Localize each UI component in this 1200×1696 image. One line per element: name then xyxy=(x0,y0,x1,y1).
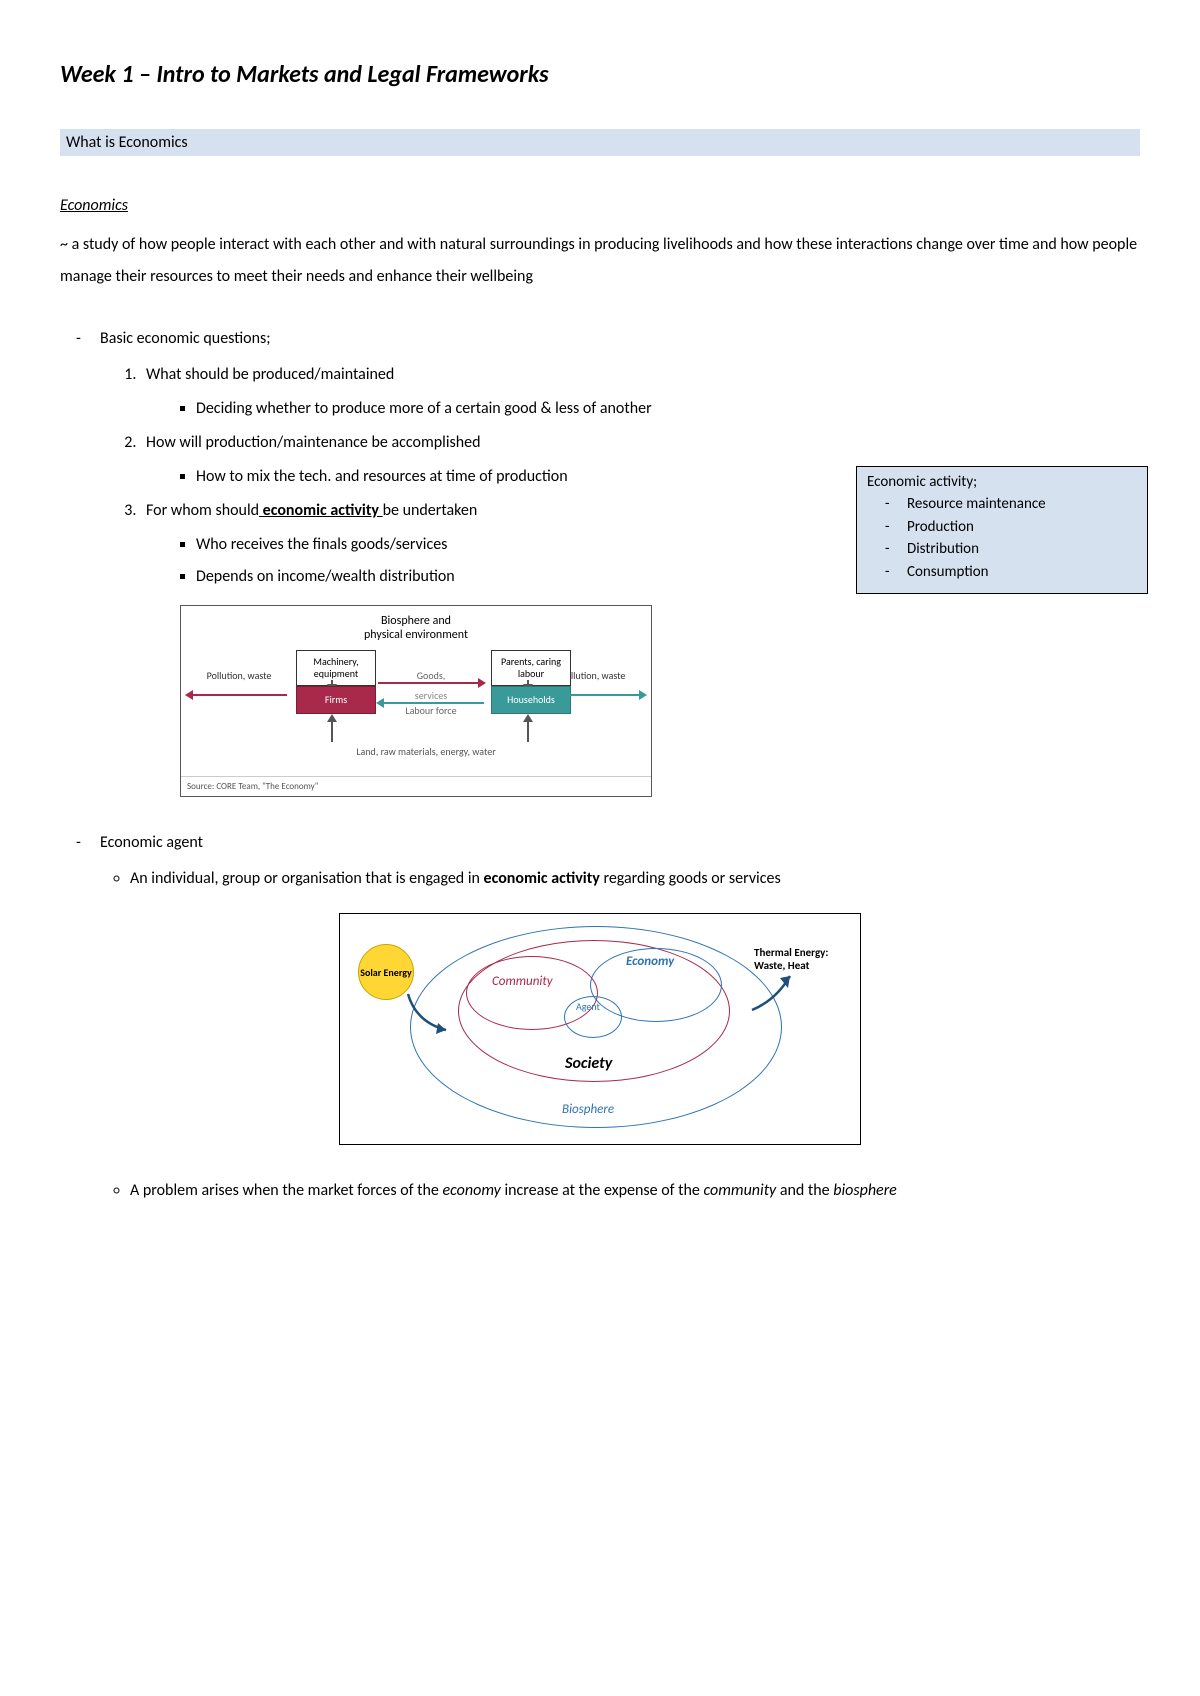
callout-item: Resource maintenance xyxy=(907,493,1137,516)
q1-text: What should be produced/maintained xyxy=(146,365,394,384)
agent-def-bold: economic activity xyxy=(484,869,600,888)
callout-item: Production xyxy=(907,516,1137,539)
arrow-solar-in xyxy=(406,992,456,1042)
term-heading: Economics xyxy=(60,196,1140,215)
society-biosphere-diagram: Solar Energy Thermal Energy: Waste, Heat… xyxy=(339,913,861,1145)
d1-pollution-left: Pollution, waste xyxy=(199,670,279,682)
thermal-energy-label: Thermal Energy: Waste, Heat xyxy=(754,946,844,972)
arrow-thermal-out xyxy=(746,970,796,1020)
d1-goods: Goods, xyxy=(391,670,471,682)
d1-parents: Parents, caring labour xyxy=(491,650,571,686)
label-agent: Agent xyxy=(576,1002,600,1013)
economic-agent-label: Economic agent xyxy=(100,827,1140,859)
callout-item: Distribution xyxy=(907,538,1137,561)
q3-bold: economic activity xyxy=(259,501,383,520)
problem-pre: A problem arises when the market forces … xyxy=(130,1181,443,1200)
label-economy: Economy xyxy=(626,954,674,969)
agent-def-post: regarding goods or services xyxy=(600,869,781,888)
q2-text: How will production/maintenance be accom… xyxy=(146,433,481,452)
d1-title-l2: physical environment xyxy=(364,628,468,642)
problem-community: community xyxy=(704,1181,777,1200)
label-biosphere: Biosphere xyxy=(562,1102,614,1117)
d1-households: Households xyxy=(491,686,571,714)
definition-text: ~ a study of how people interact with ea… xyxy=(60,229,1140,293)
d1-land: Land, raw materials, energy, water xyxy=(336,746,516,758)
problem-economy: economy xyxy=(443,1181,501,1200)
d1-title-l1: Biosphere and xyxy=(381,614,451,628)
question-1: What should be produced/maintained Decid… xyxy=(140,359,1140,425)
label-community: Community xyxy=(492,974,553,989)
section-heading: What is Economics xyxy=(60,129,1140,156)
callout-box: Economic activity; Resource maintenance … xyxy=(856,466,1148,594)
q3-post: be undertaken xyxy=(383,501,478,520)
agent-def-pre: An individual, group or organisation tha… xyxy=(130,869,484,888)
basic-questions-label: Basic economic questions; xyxy=(100,323,1140,355)
callout-title: Economic activity; xyxy=(867,473,1137,491)
d1-source: Source: CORE Team, "The Economy" xyxy=(181,776,651,796)
q3-pre: For whom should xyxy=(146,501,259,520)
d1-machinery: Machinery, equipment xyxy=(296,650,376,686)
problem-biosphere: biosphere xyxy=(833,1181,897,1200)
d1-labour: Labour force xyxy=(391,705,471,717)
label-society: Society xyxy=(565,1054,612,1073)
callout-item: Consumption xyxy=(907,561,1137,584)
problem-and: and the xyxy=(776,1181,833,1200)
problem-mid: increase at the expense of the xyxy=(501,1181,704,1200)
d1-title: Biosphere and physical environment xyxy=(181,606,651,646)
d1-services: services xyxy=(391,690,471,702)
q1-sub: Deciding whether to produce more of a ce… xyxy=(196,393,1140,425)
biosphere-diagram: Biosphere and physical environment Pollu… xyxy=(180,605,652,797)
problem-text: A problem arises when the market forces … xyxy=(130,1175,1140,1207)
d1-firms: Firms xyxy=(296,686,376,714)
agent-definition: An individual, group or organisation tha… xyxy=(130,863,1140,895)
page-title: Week 1 – Intro to Markets and Legal Fram… xyxy=(60,60,1140,89)
